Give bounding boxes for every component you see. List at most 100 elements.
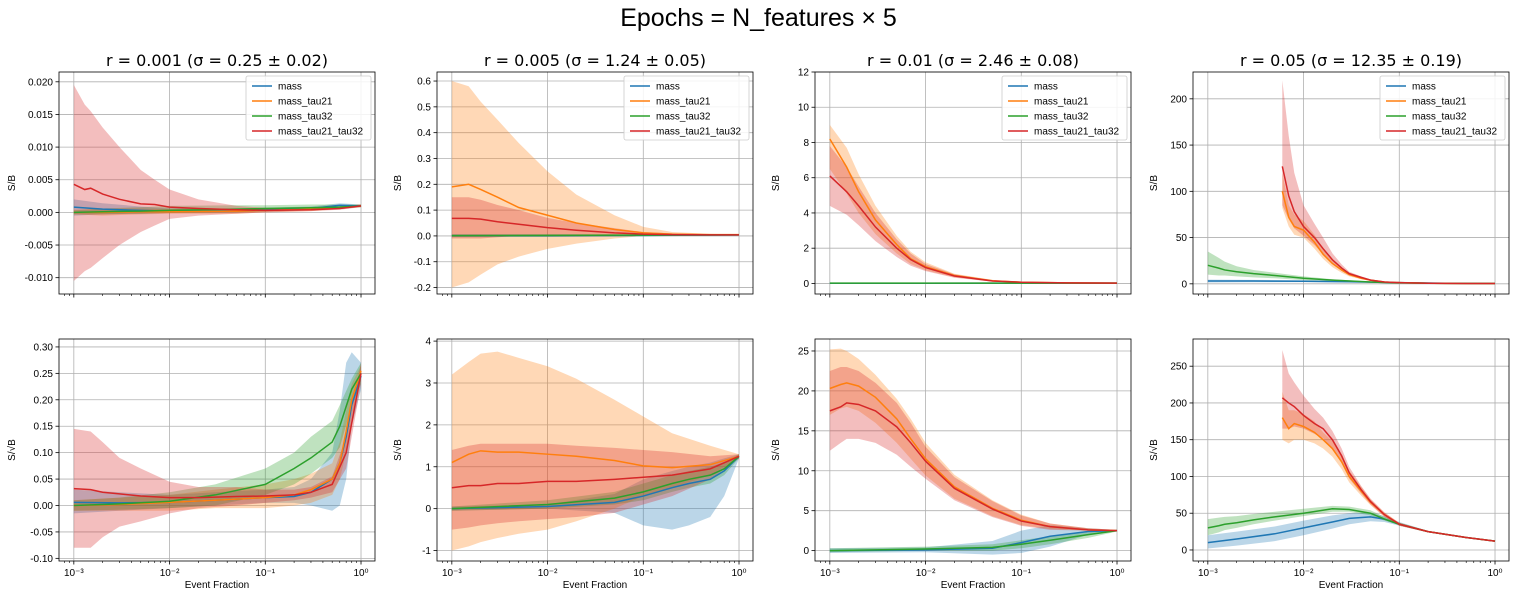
- y-tick-label: 0.005: [28, 175, 53, 186]
- band-mass-tau32: [1207, 505, 1496, 542]
- x-tick-label: 10⁻³: [1198, 568, 1218, 579]
- x-tick-label: 10⁻¹: [1011, 568, 1031, 579]
- legend-label: mass: [1034, 82, 1058, 93]
- subplot-title: r = 0.01 (σ = 2.46 ± 0.08): [867, 51, 1079, 70]
- y-axis-label: S/B: [7, 175, 18, 191]
- y-tick-label: 200: [1170, 398, 1187, 409]
- legend: mass mass_tau21 mass_tau32 mass_tau21_tau32: [1001, 75, 1128, 141]
- y-tick-label: 0.015: [28, 110, 53, 121]
- legend-label: mass_tau21: [278, 97, 333, 108]
- y-tick-label: 10: [798, 466, 810, 477]
- y-tick-label: -0.05: [30, 527, 53, 538]
- y-tick-label: 0.2: [417, 180, 431, 191]
- y-tick-label: 0.4: [417, 128, 431, 139]
- legend-label: mass_tau21_tau32: [1412, 127, 1498, 138]
- y-tick-label: 2: [803, 244, 809, 255]
- line-mass-tau21-tau32: [829, 175, 1118, 284]
- legend-label: mass_tau32: [1412, 112, 1467, 123]
- x-tick-label: 10⁰: [353, 568, 368, 579]
- y-tick-label: 250: [1170, 362, 1187, 373]
- band-mass-tau32: [1207, 251, 1496, 284]
- y-tick-label: 0.000: [28, 208, 53, 219]
- subplot-8: 0 50 100 150 200 250 10⁻³ 10⁻² 10⁻¹ 10⁰ Event Frac…: [1148, 338, 1510, 591]
- y-axis-label: S/B: [771, 175, 782, 191]
- y-tick-label: 20: [798, 386, 810, 397]
- y-tick-label: 2: [425, 420, 431, 431]
- band-mass-tau21: [829, 124, 1118, 284]
- subplot-title: r = 0.05 (σ = 12.35 ± 0.19): [1240, 51, 1462, 70]
- band-mass-tau21-tau32: [73, 85, 362, 281]
- y-tick-label: -1: [422, 546, 431, 557]
- band-mass-tau21-tau32: [451, 443, 740, 530]
- x-tick-label: 10⁰: [1487, 568, 1502, 579]
- legend-label: mass_tau32: [656, 112, 711, 123]
- x-tick-label: 10⁻²: [538, 568, 558, 579]
- x-tick-label: 10⁻²: [160, 568, 180, 579]
- y-tick-label: 0.15: [34, 422, 54, 433]
- subplot-3: 0 2 4 6 8 10 12 r = 0.01 (σ = 2.46 ± 0.08) S/B ma…: [771, 51, 1132, 298]
- axes-frame: [814, 338, 1132, 562]
- x-tick-label: 10⁻²: [1294, 568, 1314, 579]
- y-tick-label: 100: [1170, 187, 1187, 198]
- legend: mass mass_tau21 mass_tau32 mass_tau21_tau32: [1379, 75, 1506, 141]
- y-tick-label: 0.20: [34, 395, 54, 406]
- legend: mass mass_tau21 mass_tau32 mass_tau21_tau32: [623, 75, 750, 141]
- legend-label: mass_tau21_tau32: [656, 127, 742, 138]
- y-axis-label: S/B: [1149, 175, 1160, 191]
- y-tick-label: 3: [425, 378, 431, 389]
- line-mass-tau21-tau32: [73, 183, 362, 212]
- axes-frame: [1192, 338, 1510, 562]
- legend-label: mass: [656, 82, 680, 93]
- y-tick-label: 0: [425, 504, 431, 515]
- band-mass-tau21: [451, 351, 740, 551]
- y-tick-label: 5: [803, 506, 809, 517]
- y-tick-label: 0.010: [28, 143, 53, 154]
- subplot-title: r = 0.005 (σ = 1.24 ± 0.05): [484, 51, 706, 70]
- line-mass-tau32: [73, 372, 362, 507]
- x-tick-label: 10⁻³: [820, 568, 840, 579]
- y-tick-label: -0.005: [25, 241, 54, 252]
- subplot-7: 0 5 10 15 20 25 10⁻³ 10⁻² 10⁻¹ 10⁰ Event Fraction S…: [770, 338, 1132, 591]
- legend-label: mass_tau21: [1034, 97, 1089, 108]
- subplot-4: 0 50 100 150 200 r = 0.05 (σ = 12.35 ± 0.19) S…: [1149, 51, 1510, 298]
- line-mass-tau32: [829, 529, 1118, 552]
- y-tick-label: 0.020: [28, 77, 53, 88]
- y-axis-label: S/√B: [1148, 439, 1160, 461]
- y-axis-label: S/√B: [392, 439, 404, 461]
- axes-frame: [436, 338, 754, 562]
- legend: mass mass_tau21 mass_tau32 mass_tau21_tau32: [245, 75, 372, 141]
- y-tick-label: 150: [1170, 141, 1187, 152]
- y-tick-label: -0.010: [25, 273, 54, 284]
- line-mass-tau32: [451, 455, 740, 510]
- y-tick-label: 50: [1176, 509, 1188, 520]
- y-tick-label: 4: [803, 208, 809, 219]
- y-tick-label: 8: [803, 138, 809, 149]
- line-mass-tau21-tau32: [451, 217, 740, 236]
- subplot-6: -1 0 1 2 3 4 10⁻³ 10⁻² 10⁻¹ 10⁰ Event Fraction S/√B: [392, 337, 754, 591]
- band-mass-tau21: [829, 348, 1118, 532]
- y-tick-label: 0.10: [34, 448, 54, 459]
- legend-box: [623, 75, 750, 141]
- x-tick-label: 10⁰: [1109, 568, 1124, 579]
- subplot-5: -0.10 -0.05 0.00 0.05 0.10 0.15 0.20 0.25 0.30 10…: [6, 338, 376, 591]
- legend-label: mass_tau32: [1034, 112, 1089, 123]
- y-tick-label: 1: [425, 462, 431, 473]
- x-tick-label: 10⁻¹: [255, 568, 275, 579]
- band-mass-tau32: [73, 362, 362, 511]
- x-axis-label: Event Fraction: [185, 580, 249, 591]
- y-tick-label: 0.25: [34, 369, 54, 380]
- y-tick-label: 0: [803, 279, 809, 290]
- y-tick-label: 200: [1170, 94, 1187, 105]
- y-tick-label: 0.5: [417, 102, 431, 113]
- axes-frame: [58, 71, 376, 295]
- x-tick-label: 10⁻¹: [1389, 568, 1409, 579]
- y-axis-label: S/√B: [6, 439, 18, 461]
- band-mass: [1207, 512, 1496, 549]
- axes-frame: [58, 338, 376, 562]
- y-tick-label: -0.2: [414, 283, 432, 294]
- x-axis-label: Event Fraction: [1319, 580, 1383, 591]
- line-mass-tau21-tau32: [1281, 166, 1496, 285]
- legend-label: mass_tau21: [656, 97, 711, 108]
- y-tick-label: 0.3: [417, 154, 431, 165]
